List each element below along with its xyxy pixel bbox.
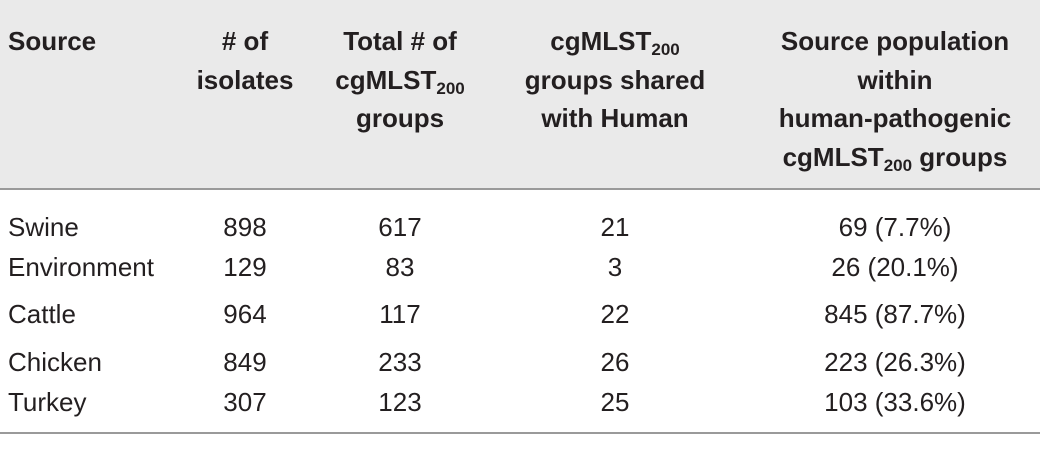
- header-source-label: Source: [8, 26, 97, 56]
- table-body: Swine 898 617 21 69 (7.7%) Environment 1…: [0, 189, 1040, 434]
- cell-source-population: 26 (20.1%): [831, 251, 959, 282]
- header-source-population-line1: Source population: [780, 26, 1010, 56]
- header-total-groups: Total # of cgMLST200 groups: [320, 0, 480, 190]
- header-source-population-line2: within: [857, 64, 933, 95]
- cell-source: Turkey: [0, 385, 170, 434]
- cell-shared-groups: 22: [600, 299, 630, 330]
- header-total-groups-cgmlst: cgMLST: [335, 64, 437, 95]
- table-header: Source # of isolates Total # of cgMLST20…: [0, 0, 1040, 190]
- cell-total-groups: 83: [385, 251, 415, 282]
- table-row: Turkey 307 123 25 103 (33.6%): [0, 385, 1040, 434]
- cell-total-groups: 617: [378, 212, 422, 242]
- cell-shared-groups: 26: [600, 346, 630, 377]
- header-source-population-cgmlst: cgMLST: [782, 141, 884, 172]
- header-source-population-line3: human-pathogenic: [778, 103, 1012, 133]
- header-source-population-subscript: 200: [883, 155, 913, 175]
- cell-isolates: 964: [223, 299, 267, 330]
- table-row: Swine 898 617 21 69 (7.7%): [0, 189, 1040, 243]
- header-shared-groups-line2: groups shared: [524, 64, 706, 95]
- header-isolates-line2: isolates: [196, 64, 294, 95]
- cell-source-population: 103 (33.6%): [750, 385, 1040, 434]
- cell-source-population: 69 (7.7%): [838, 212, 952, 242]
- header-total-groups-line1: Total # of: [343, 26, 457, 56]
- cell-isolates: 129: [223, 251, 267, 282]
- cell-source: Environment: [8, 251, 154, 282]
- cell-isolates: 307: [170, 385, 320, 434]
- header-shared-groups-subscript: 200: [651, 40, 680, 59]
- cell-shared-groups: 3: [607, 251, 623, 282]
- cell-source: Cattle: [8, 299, 76, 330]
- table-row: Environment 129 83 3 26 (20.1%): [0, 243, 1040, 291]
- header-source-population-tail: groups: [912, 141, 1008, 172]
- cell-source-population: 845 (87.7%): [824, 299, 966, 330]
- header-isolates-line1: # of: [221, 26, 269, 56]
- header-total-groups-line3: groups: [355, 103, 445, 133]
- header-row: Source # of isolates Total # of cgMLST20…: [0, 0, 1040, 190]
- cell-total-groups: 233: [378, 346, 422, 377]
- header-shared-groups-cgmlst: cgMLST: [550, 26, 652, 56]
- cell-shared-groups: 21: [600, 212, 630, 242]
- table-row: Chicken 849 233 26 223 (26.3%): [0, 338, 1040, 386]
- cell-shared-groups: 25: [480, 385, 750, 434]
- header-total-groups-subscript: 200: [436, 78, 465, 98]
- header-shared-groups-line3: with Human: [541, 103, 689, 133]
- cell-total-groups: 123: [320, 385, 480, 434]
- header-shared-groups: cgMLST200 groups shared with Human: [480, 0, 750, 190]
- table-row: Cattle 964 117 22 845 (87.7%): [0, 291, 1040, 339]
- cell-isolates: 898: [223, 212, 267, 242]
- cell-source: Chicken: [8, 346, 102, 377]
- cell-source: Swine: [8, 212, 79, 242]
- cell-source-population: 223 (26.3%): [824, 346, 966, 377]
- header-source-population: Source population within human-pathogeni…: [750, 0, 1040, 190]
- cell-total-groups: 117: [379, 299, 421, 330]
- source-comparison-table: Source # of isolates Total # of cgMLST20…: [0, 0, 1040, 434]
- header-isolates: # of isolates: [170, 0, 320, 190]
- cell-isolates: 849: [223, 346, 267, 377]
- header-source: Source: [0, 0, 170, 190]
